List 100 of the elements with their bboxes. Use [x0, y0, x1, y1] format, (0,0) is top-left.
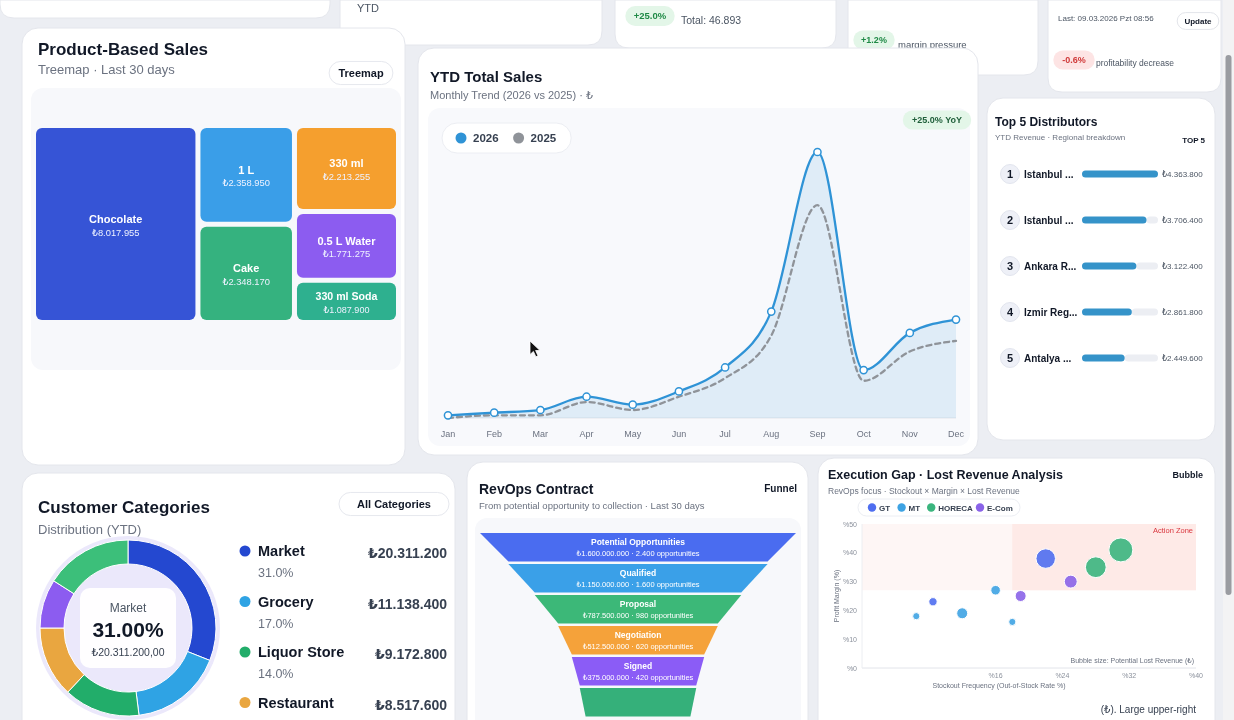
y-tick-label: Ankara R... — [1024, 261, 1077, 272]
y-tick-label: Izmir Reg... — [1024, 307, 1078, 318]
text: YTD — [357, 2, 380, 14]
legend-label: Restaurant — [258, 694, 334, 711]
legend-label: Grocery — [258, 593, 314, 610]
data-label: 31.0% — [258, 566, 294, 580]
legend-label: 2025 — [530, 132, 557, 144]
y-tick-label: Istanbul ... — [1024, 215, 1074, 226]
chart-subtitle: Monthly Trend (2026 vs 2025) · ₺ — [430, 89, 593, 101]
text: Update — [1184, 16, 1213, 26]
x-tick-label: Jun — [671, 429, 687, 439]
data-label: ₺3.706.400 — [1162, 216, 1204, 225]
text: 5 — [1006, 352, 1014, 364]
text: Bubble — [1172, 470, 1203, 480]
category-label: Signed — [623, 660, 653, 671]
bar — [1082, 170, 1158, 178]
text: ₺8.517.600 — [374, 696, 448, 713]
y-tick-label: Istanbul ... — [1024, 169, 1074, 180]
point — [536, 405, 545, 415]
text: (₺). Large upper-right — [1100, 704, 1197, 715]
text: 1 — [1006, 168, 1014, 180]
chart-subtitle: RevOps focus · Stockout × Margin × Lost Revenue — [828, 486, 1021, 496]
legend-label: E-Com — [987, 503, 1013, 513]
text: Treemap — [338, 66, 384, 79]
text: All Categories — [357, 497, 431, 510]
data-label: ₺2.449.600 — [1162, 354, 1204, 363]
chart-title: Customer Categories — [38, 498, 210, 517]
data-label: ₺1.771.275 — [322, 249, 371, 260]
text: 31.00% — [92, 618, 164, 641]
point — [582, 392, 591, 402]
point — [628, 400, 638, 410]
data-label: ₺4.363.800 — [1162, 170, 1204, 179]
point — [859, 365, 868, 375]
text: -0.6% — [1062, 55, 1086, 66]
text: Treemap · Last 30 days — [38, 62, 176, 77]
category-label: Potential Opportunities — [591, 536, 686, 547]
text: +25.0% — [633, 10, 667, 22]
text: TOP 5 — [1182, 136, 1206, 145]
data-label: 17.0% — [258, 616, 294, 631]
category-label: Qualified — [619, 567, 657, 578]
x-tick-label: Apr — [579, 429, 594, 439]
data-label: 14.0% — [258, 667, 294, 681]
x-tick-label: Oct — [856, 429, 872, 439]
point — [674, 387, 684, 396]
x-tick-label: Mar — [532, 429, 549, 439]
legend-label: Liquor Store — [258, 644, 345, 660]
x-tick-label: Sep — [809, 429, 826, 439]
category-label: Chocolate — [89, 213, 143, 225]
text: Funnel — [764, 483, 798, 494]
legend-label: MT — [908, 503, 921, 513]
data-label: ₺1.087.900 — [323, 304, 370, 315]
text: RevOps Contract — [479, 481, 594, 497]
chart-title: YTD Total Sales — [430, 68, 543, 85]
text: From potential opportunity to collection · Last 30 days — [479, 500, 705, 511]
data-label: ₺2.861.800 — [1162, 308, 1204, 317]
legend-label: 2026 — [473, 132, 499, 144]
legend-label: GT — [879, 503, 891, 513]
data-label: ₺2.348.170 — [222, 276, 270, 287]
legend-label: HORECA — [938, 503, 974, 513]
point — [443, 410, 453, 420]
data-label: ₺2.358.950 — [222, 178, 270, 189]
text: Last: 09.03.2026 Pzt 08:56 — [1058, 14, 1155, 23]
data-label: ₺3.122.400 — [1162, 262, 1204, 271]
category-label: 330 ml — [329, 157, 364, 170]
category-label: Cake — [233, 262, 260, 275]
point — [489, 408, 499, 418]
text: profitability decrease — [1096, 58, 1175, 68]
x-tick-label: Dec — [947, 429, 965, 439]
x-tick-label: Aug — [763, 429, 780, 439]
text: Product-Based Sales — [38, 40, 209, 59]
text: 3 — [1006, 260, 1014, 272]
x-tick-label: Nov — [901, 429, 919, 439]
point — [951, 315, 961, 324]
text: +25.0% YoY — [912, 115, 962, 126]
y-tick-label: Antalya ... — [1024, 353, 1072, 364]
chart-subtitle: YTD Revenue · Regional breakdown — [995, 133, 1126, 142]
text: Market — [109, 601, 147, 615]
text: ₺20.311.200,00 — [91, 646, 165, 658]
data-label: ₺2.213.255 — [322, 172, 371, 183]
legend-label: Market — [258, 543, 305, 559]
category-label: 330 ml Soda — [315, 290, 378, 303]
text: ₺9.172.800 — [374, 646, 448, 662]
x-tick-label: Jan — [440, 429, 456, 439]
category-label: 0.5 L Water — [317, 234, 377, 247]
chart-title: Execution Gap · Lost Revenue Analysis — [828, 468, 1064, 482]
point — [766, 307, 776, 316]
text: 4 — [1006, 306, 1014, 318]
text: +1.2% — [861, 35, 887, 46]
category-label: 1 L — [238, 163, 255, 176]
chart-title: Top 5 Distributors — [995, 115, 1098, 129]
x-tick-label: May — [624, 429, 642, 439]
point — [720, 363, 730, 372]
text: Total: 46.893 — [681, 14, 742, 26]
text: 2 — [1006, 214, 1014, 226]
point — [813, 147, 822, 157]
category-label: Negotiation — [614, 629, 662, 640]
text: ₺11.138.400 — [367, 595, 448, 612]
x-tick-label: Feb — [486, 429, 502, 439]
text: ₺20.311.200 — [367, 545, 448, 561]
point — [905, 328, 915, 338]
